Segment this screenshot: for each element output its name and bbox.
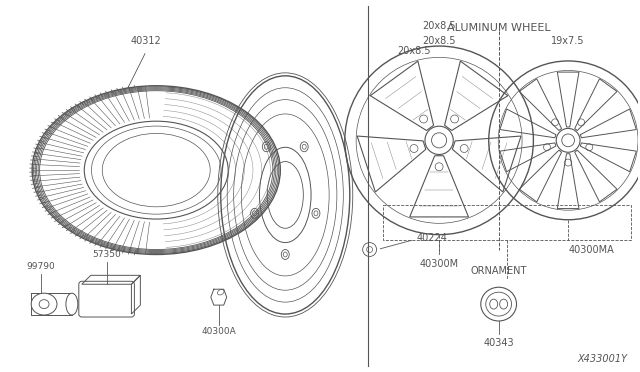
Text: 40224: 40224 xyxy=(416,232,447,243)
Text: 57350: 57350 xyxy=(92,250,121,259)
Text: 20x8.5: 20x8.5 xyxy=(422,36,456,46)
Text: 40343: 40343 xyxy=(483,338,514,348)
Text: 20x8.5: 20x8.5 xyxy=(397,46,431,56)
Text: 40300A: 40300A xyxy=(202,327,236,336)
Text: ALUMINUM WHEEL: ALUMINUM WHEEL xyxy=(447,23,550,33)
Bar xyxy=(383,205,630,240)
Text: 19x7.5: 19x7.5 xyxy=(552,36,585,46)
Ellipse shape xyxy=(66,293,78,315)
Text: 99790: 99790 xyxy=(27,262,56,271)
Text: 40300M: 40300M xyxy=(420,259,459,269)
Text: X433001Y: X433001Y xyxy=(577,354,628,364)
Text: 40300MA: 40300MA xyxy=(568,244,614,254)
Text: 40312: 40312 xyxy=(131,36,162,46)
Text: 20x8.5: 20x8.5 xyxy=(422,21,456,31)
Ellipse shape xyxy=(31,293,57,315)
Text: ORNAMENT: ORNAMENT xyxy=(470,266,527,276)
